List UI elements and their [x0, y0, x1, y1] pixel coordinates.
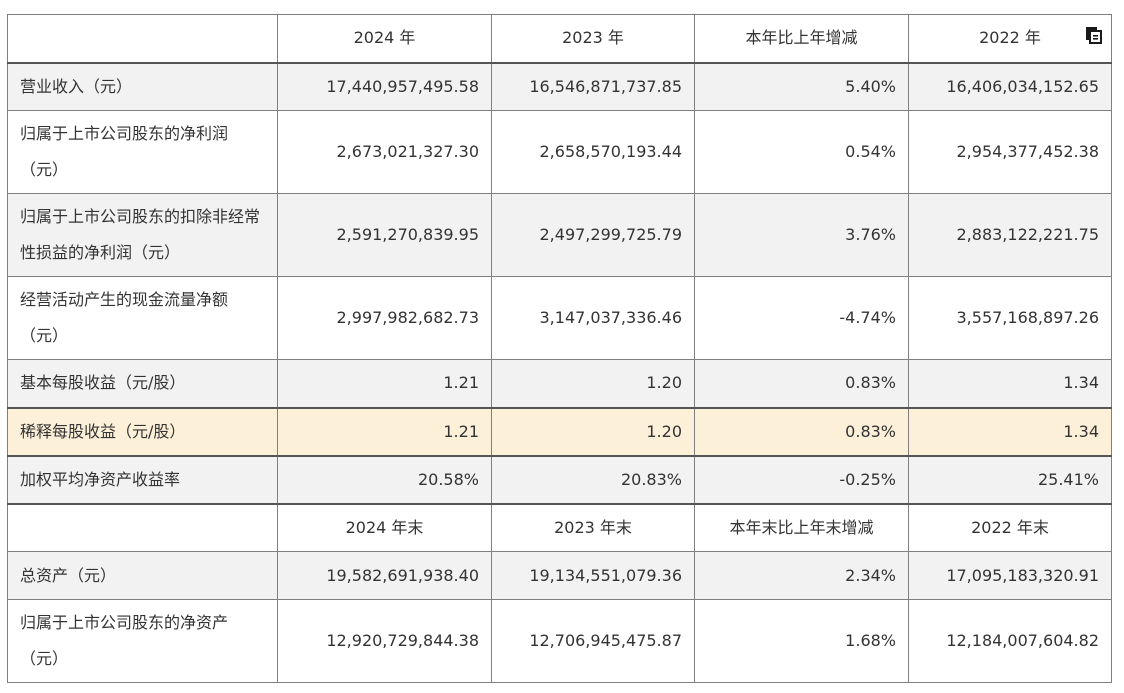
row-label: 基本每股收益（元/股） — [7, 359, 278, 408]
value-2023: 12,706,945,475.87 — [491, 599, 695, 683]
value-2022: 1.34 — [908, 359, 1112, 408]
value-2023: 19,134,551,079.36 — [491, 551, 695, 600]
row-label: 经营活动产生的现金流量净额（元） — [7, 276, 278, 360]
header-cell-2024: 2024 年 — [277, 14, 492, 63]
value-2024: 2,591,270,839.95 — [277, 193, 492, 277]
value-2023: 3,147,037,336.46 — [491, 276, 695, 360]
value-2022: 2,883,122,221.75 — [908, 193, 1112, 277]
table-row: 归属于上市公司股东的净资产（元） 12,920,729,844.38 12,70… — [7, 599, 1112, 683]
value-2023: 20.83% — [491, 454, 695, 504]
value-change: 1.68% — [694, 599, 909, 683]
subheader-cell-change: 本年末比上年末增减 — [694, 502, 909, 552]
subheader-cell-2022: 2022 年末 — [908, 502, 1112, 552]
value-2022: 25.41% — [908, 454, 1112, 504]
value-2024: 12,920,729,844.38 — [277, 599, 492, 683]
value-change: -4.74% — [694, 276, 909, 360]
table-row: 总资产（元） 19,582,691,938.40 19,134,551,079.… — [7, 551, 1112, 600]
table-row: 基本每股收益（元/股） 1.21 1.20 0.83% 1.34 — [7, 359, 1112, 408]
value-change: 2.34% — [694, 551, 909, 600]
row-label: 归属于上市公司股东的净利润（元） — [7, 110, 278, 194]
value-2024: 1.21 — [277, 359, 492, 408]
value-2024: 1.21 — [277, 406, 492, 456]
header-cell-2023: 2023 年 — [491, 14, 695, 63]
value-2023: 2,658,570,193.44 — [491, 110, 695, 194]
value-2023: 1.20 — [491, 359, 695, 408]
table-row: 经营活动产生的现金流量净额（元） 2,997,982,682.73 3,147,… — [7, 276, 1112, 360]
value-2022: 1.34 — [908, 406, 1112, 456]
value-2022: 17,095,183,320.91 — [908, 551, 1112, 600]
value-change: -0.25% — [694, 454, 909, 504]
value-2022: 3,557,168,897.26 — [908, 276, 1112, 360]
row-label: 归属于上市公司股东的净资产（元） — [7, 599, 278, 683]
value-2024: 2,997,982,682.73 — [277, 276, 492, 360]
subheader-cell-2023: 2023 年末 — [491, 502, 695, 552]
row-label: 加权平均净资产收益率 — [7, 454, 278, 504]
table-row: 归属于上市公司股东的扣除非经常性损益的净利润（元） 2,591,270,839.… — [7, 193, 1112, 277]
value-2023: 16,546,871,737.85 — [491, 61, 695, 111]
table-row: 加权平均净资产收益率 20.58% 20.83% -0.25% 25.41% — [7, 454, 1112, 504]
table-header-row: 2024 年 2023 年 本年比上年增减 2022 年 — [7, 14, 1112, 63]
value-change: 0.83% — [694, 359, 909, 408]
row-label: 总资产（元） — [7, 551, 278, 600]
financial-data-table: 2024 年 2023 年 本年比上年增减 2022 年 营业收入（元） 17,… — [7, 14, 1112, 683]
header-cell-2022: 2022 年 — [908, 14, 1112, 63]
value-2024: 2,673,021,327.30 — [277, 110, 492, 194]
table-row-highlighted: 稀释每股收益（元/股） 1.21 1.20 0.83% 1.34 — [7, 406, 1112, 456]
value-2022: 2,954,377,452.38 — [908, 110, 1112, 194]
value-change: 3.76% — [694, 193, 909, 277]
table-subheader-row: 2024 年末 2023 年末 本年末比上年末增减 2022 年末 — [7, 502, 1112, 552]
subheader-cell-label — [7, 502, 278, 552]
table-row: 归属于上市公司股东的净利润（元） 2,673,021,327.30 2,658,… — [7, 110, 1112, 194]
copy-icon[interactable] — [1085, 26, 1103, 44]
value-2022: 12,184,007,604.82 — [908, 599, 1112, 683]
header-cell-label — [7, 14, 278, 63]
value-2022: 16,406,034,152.65 — [908, 61, 1112, 111]
value-change: 5.40% — [694, 61, 909, 111]
value-change: 0.83% — [694, 406, 909, 456]
header-cell-change: 本年比上年增减 — [694, 14, 909, 63]
subheader-cell-2024: 2024 年末 — [277, 502, 492, 552]
row-label: 营业收入（元） — [7, 61, 278, 111]
header-cell-2022-text: 2022 年 — [979, 28, 1041, 48]
value-change: 0.54% — [694, 110, 909, 194]
row-label: 归属于上市公司股东的扣除非经常性损益的净利润（元） — [7, 193, 278, 277]
value-2024: 20.58% — [277, 454, 492, 504]
value-2023: 2,497,299,725.79 — [491, 193, 695, 277]
table-row: 营业收入（元） 17,440,957,495.58 16,546,871,737… — [7, 61, 1112, 111]
value-2024: 17,440,957,495.58 — [277, 61, 492, 111]
value-2023: 1.20 — [491, 406, 695, 456]
row-label: 稀释每股收益（元/股） — [7, 406, 278, 456]
value-2024: 19,582,691,938.40 — [277, 551, 492, 600]
